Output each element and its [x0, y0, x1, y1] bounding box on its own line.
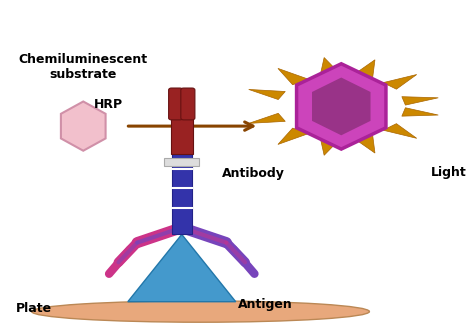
Polygon shape	[249, 89, 285, 100]
FancyBboxPatch shape	[181, 88, 195, 120]
Polygon shape	[320, 137, 340, 155]
Polygon shape	[353, 135, 375, 153]
FancyBboxPatch shape	[172, 154, 191, 234]
Polygon shape	[278, 128, 309, 144]
Polygon shape	[383, 74, 417, 89]
Text: Plate: Plate	[16, 302, 52, 315]
Polygon shape	[128, 234, 236, 302]
Polygon shape	[297, 64, 386, 149]
Text: Antibody: Antibody	[222, 167, 284, 180]
Text: Chemiluminescent
substrate: Chemiluminescent substrate	[18, 53, 148, 81]
Polygon shape	[402, 108, 438, 116]
Polygon shape	[249, 113, 285, 123]
FancyBboxPatch shape	[169, 88, 182, 120]
Text: HRP: HRP	[94, 98, 123, 111]
Polygon shape	[278, 69, 309, 85]
Polygon shape	[383, 124, 417, 138]
Polygon shape	[353, 60, 375, 78]
Text: Light: Light	[431, 166, 467, 178]
Polygon shape	[312, 77, 371, 135]
Text: Antigen: Antigen	[238, 299, 293, 311]
FancyBboxPatch shape	[164, 158, 200, 166]
Polygon shape	[320, 58, 340, 76]
Polygon shape	[61, 102, 106, 151]
FancyBboxPatch shape	[171, 115, 193, 154]
Polygon shape	[402, 97, 438, 105]
Ellipse shape	[32, 301, 369, 322]
